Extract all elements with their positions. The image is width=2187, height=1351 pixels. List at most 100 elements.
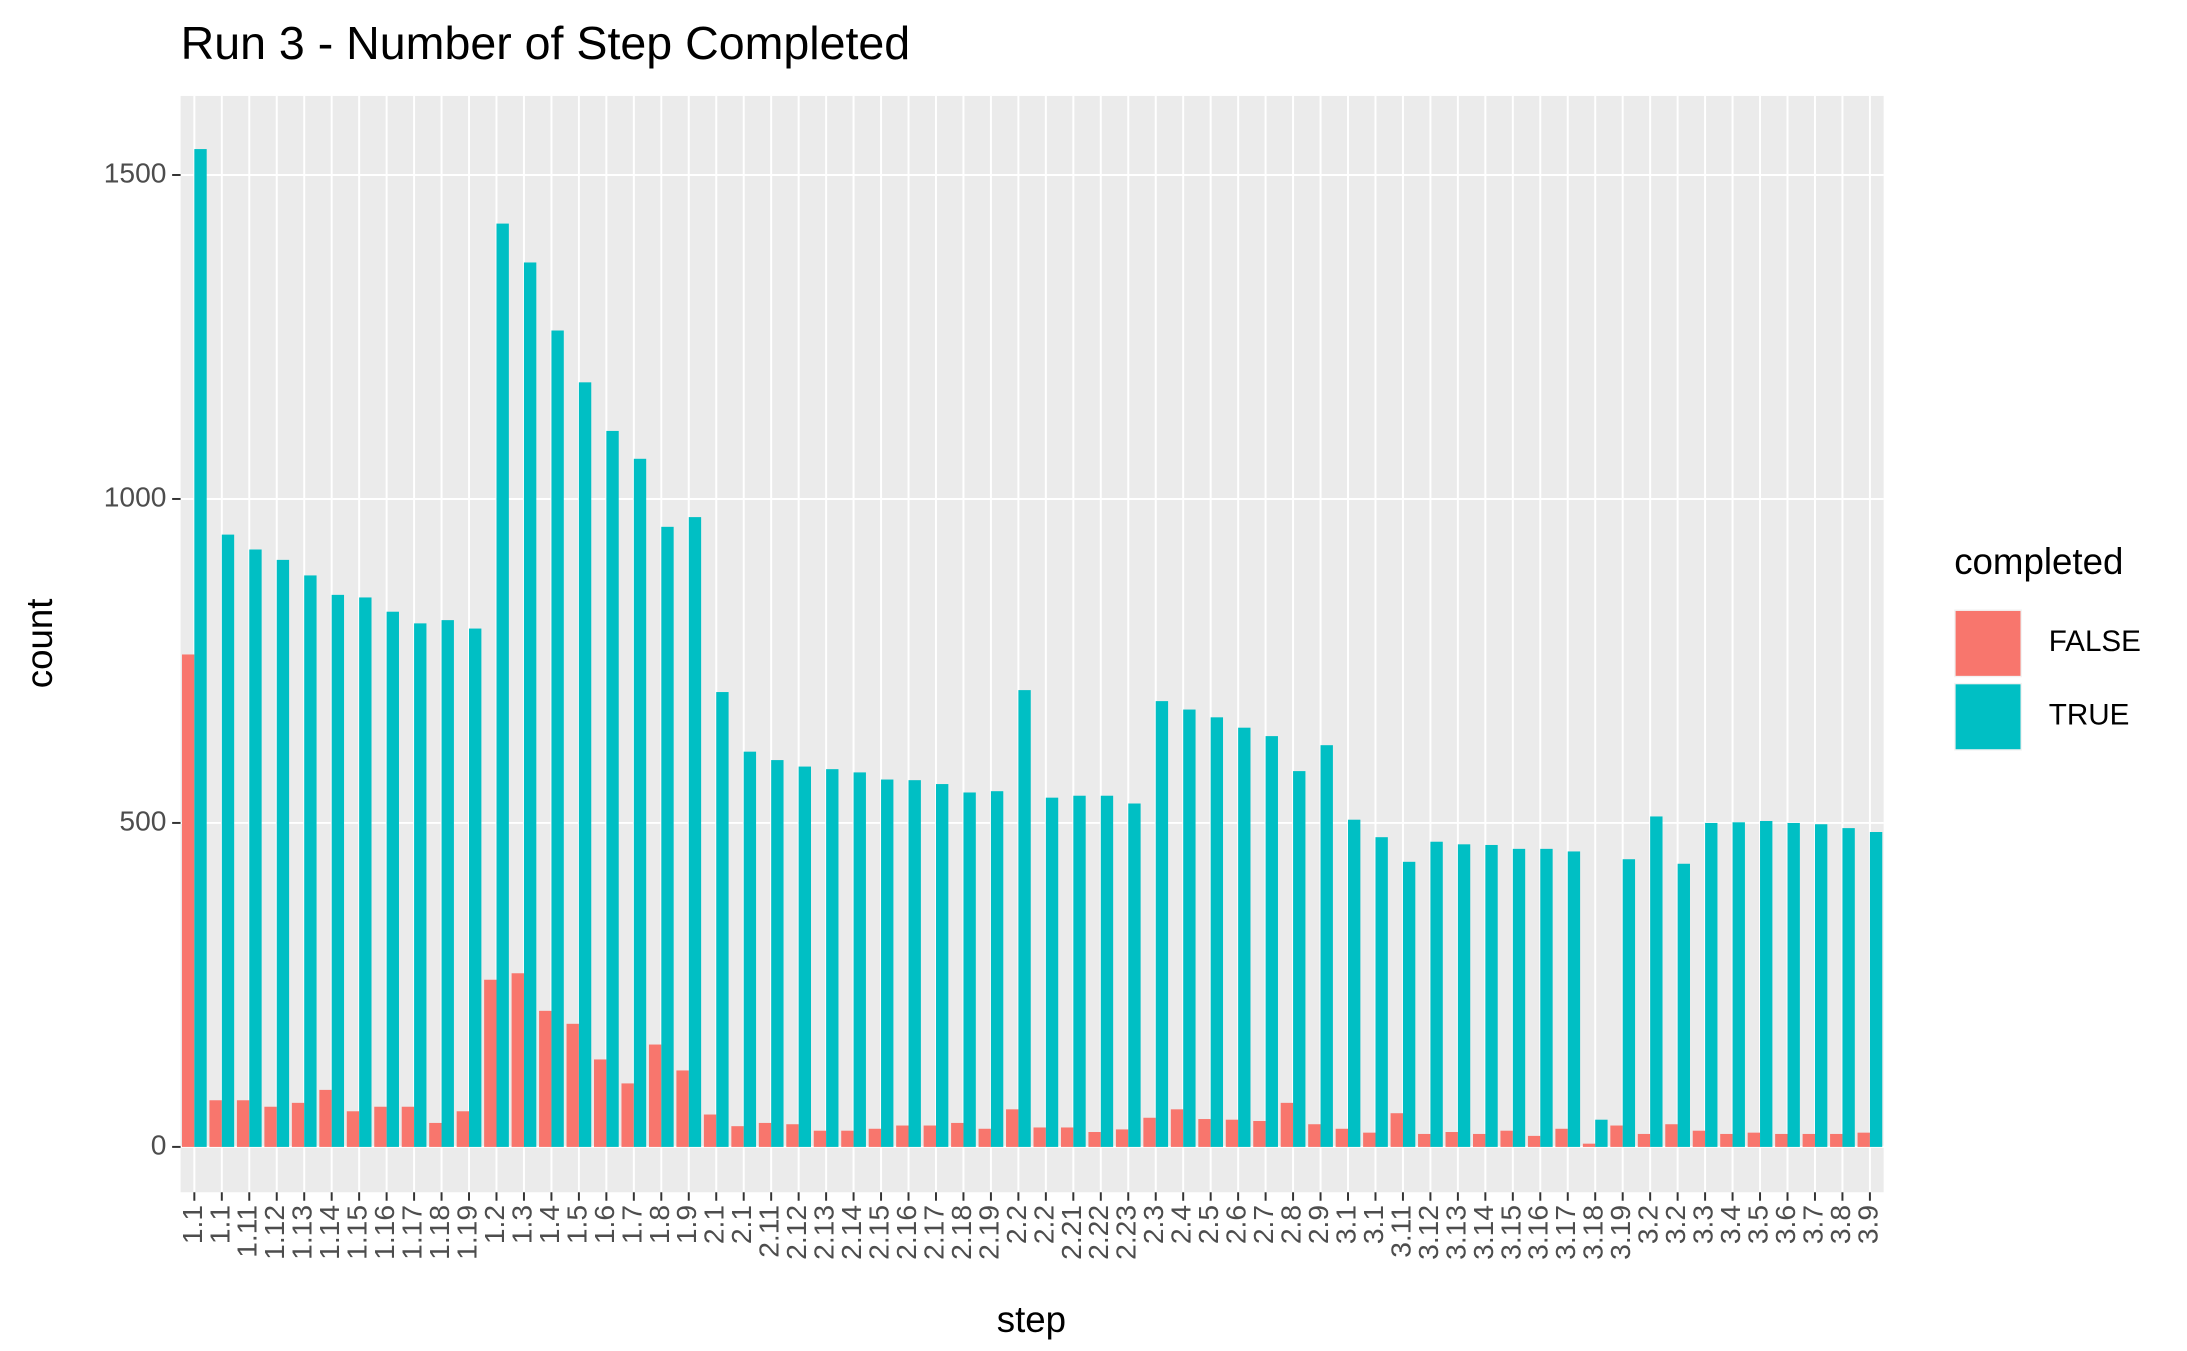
bar <box>1155 701 1169 1147</box>
bar <box>1540 848 1553 1147</box>
bar <box>676 1070 689 1147</box>
x-tick-label: 2.21 <box>1055 1205 1087 1260</box>
bar <box>908 780 921 1147</box>
x-tick-label: 3.1 <box>1329 1205 1361 1244</box>
x-tick-label: 1.18 <box>423 1205 455 1260</box>
bar <box>1610 1125 1623 1147</box>
bar <box>1665 1124 1678 1147</box>
bar <box>1814 824 1828 1147</box>
bar <box>1457 844 1471 1147</box>
bar <box>990 791 1004 1147</box>
bar <box>1115 1129 1129 1147</box>
x-tick-label: 3.17 <box>1549 1205 1581 1260</box>
x-tick-label: 3.19 <box>1604 1205 1636 1260</box>
bar <box>743 751 757 1147</box>
x-tick-label: 3.5 <box>1741 1205 1773 1244</box>
x-tick-label: 1.9 <box>670 1205 702 1244</box>
bar <box>469 628 482 1147</box>
bar <box>716 692 729 1147</box>
bar <box>1265 736 1278 1147</box>
x-tick-label: 2.19 <box>972 1205 1004 1260</box>
x-tick-label: 1.1 <box>176 1205 208 1244</box>
x-tick-label: 1.17 <box>396 1205 428 1260</box>
bar <box>1692 1130 1706 1147</box>
x-tick-label: 2.1 <box>725 1205 757 1244</box>
bar <box>181 654 195 1147</box>
bar <box>496 223 509 1147</box>
bar <box>1732 822 1745 1147</box>
bar <box>578 382 592 1147</box>
bar <box>523 262 537 1147</box>
legend-label: TRUE <box>2049 699 2130 732</box>
bar <box>291 1102 305 1147</box>
legend-title: completed <box>1954 541 2123 582</box>
bar <box>209 1100 222 1147</box>
bar <box>1747 1132 1761 1147</box>
bar <box>1363 1132 1376 1147</box>
bar <box>1720 1133 1733 1147</box>
bar <box>566 1023 579 1147</box>
bar <box>249 549 262 1147</box>
x-tick-label: 1.1 <box>203 1205 235 1244</box>
x-tick-label: 2.14 <box>835 1205 867 1260</box>
bar <box>896 1125 909 1147</box>
bar <box>1253 1120 1266 1147</box>
x-tick-label: 2.13 <box>808 1205 840 1260</box>
bar <box>606 430 619 1147</box>
x-tick-label: 1.11 <box>231 1205 263 1258</box>
bar <box>264 1106 277 1147</box>
bar <box>1143 1117 1156 1147</box>
x-tick-label: 2.4 <box>1165 1205 1197 1244</box>
x-tick-label: 2.6 <box>1220 1205 1252 1244</box>
bar <box>374 1106 387 1147</box>
bar <box>688 517 702 1147</box>
bar <box>359 597 372 1147</box>
bar <box>1033 1127 1046 1147</box>
bar <box>978 1128 991 1147</box>
bar <box>551 330 564 1147</box>
x-tick-label: 2.15 <box>863 1205 895 1260</box>
x-tick-label: 3.16 <box>1522 1205 1554 1260</box>
bar <box>1390 1113 1403 1147</box>
bar <box>841 1130 854 1147</box>
x-tick-label: 2.8 <box>1275 1205 1307 1244</box>
bar <box>304 575 317 1147</box>
x-tick-label: 1.19 <box>450 1205 482 1260</box>
bar <box>539 1010 552 1147</box>
bar <box>331 594 345 1147</box>
bar <box>1238 727 1251 1147</box>
bar <box>1760 820 1773 1147</box>
bar <box>963 792 976 1147</box>
x-tick-label: 2.23 <box>1110 1205 1142 1260</box>
bar <box>1073 795 1086 1147</box>
x-tick-label: 1.4 <box>533 1205 565 1244</box>
bar <box>1018 690 1031 1147</box>
x-tick-label: 1.6 <box>588 1205 620 1244</box>
bar <box>1595 1119 1608 1147</box>
x-tick-label: 1.12 <box>258 1205 290 1260</box>
bar <box>1485 844 1498 1147</box>
bar <box>1869 832 1883 1147</box>
bar <box>1527 1135 1541 1147</box>
x-tick-label: 2.11 <box>753 1205 785 1258</box>
bar <box>923 1125 936 1147</box>
bar <box>319 1089 332 1147</box>
bar <box>771 760 784 1147</box>
x-tick-label: 3.4 <box>1714 1205 1746 1244</box>
bar <box>1512 848 1526 1147</box>
x-tick-label: 3.6 <box>1769 1205 1801 1244</box>
x-tick-label: 2.5 <box>1192 1205 1224 1244</box>
bar <box>1555 1128 1568 1147</box>
bar <box>1128 803 1141 1147</box>
bar <box>414 623 427 1147</box>
x-tick-label: 3.12 <box>1412 1205 1444 1260</box>
x-tick-label: 1.3 <box>505 1205 537 1244</box>
bar <box>786 1124 799 1147</box>
x-tick-label: 3.8 <box>1824 1205 1856 1244</box>
bar <box>1677 863 1690 1147</box>
x-tick-label: 2.2 <box>1027 1205 1059 1244</box>
x-tick-label: 2.7 <box>1247 1205 1279 1244</box>
x-tick-label: 2.3 <box>1137 1205 1169 1244</box>
y-tick-label: 1500 <box>104 156 167 188</box>
bar <box>826 769 839 1147</box>
